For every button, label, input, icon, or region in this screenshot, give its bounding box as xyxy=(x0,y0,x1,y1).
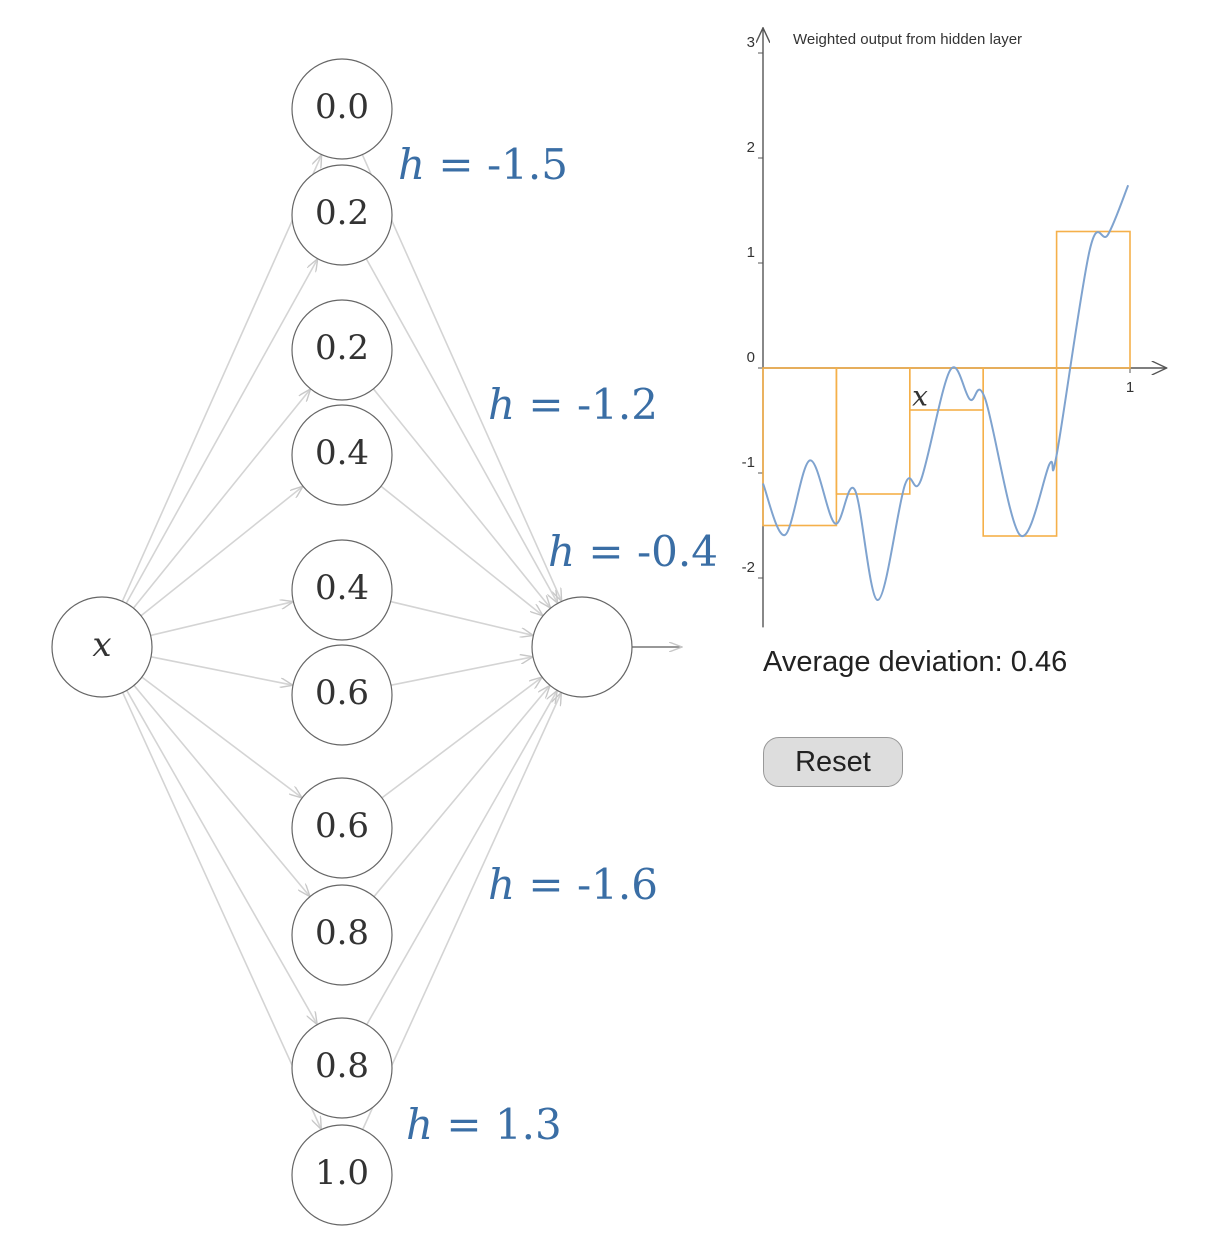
input-node xyxy=(51,596,153,698)
h-value: -1.5 xyxy=(487,140,568,189)
x-tick-label: 1 xyxy=(1126,379,1134,396)
hidden-label: 0.4 xyxy=(315,568,369,608)
h-symbol: h = xyxy=(398,140,474,189)
hidden-node xyxy=(291,644,393,746)
edge xyxy=(372,388,550,608)
edge xyxy=(140,486,303,617)
hidden-label: 0.4 xyxy=(315,433,369,473)
edge xyxy=(125,259,317,604)
hidden-label: 1.0 xyxy=(315,1153,369,1193)
hidden-node xyxy=(291,58,393,160)
h-value: -1.6 xyxy=(577,860,658,909)
h-label: h = -1.2 xyxy=(488,380,658,429)
hidden-label: 0.0 xyxy=(315,87,369,127)
hidden-node xyxy=(291,299,393,401)
hidden-node xyxy=(291,404,393,506)
edge xyxy=(133,684,310,896)
hidden-label: 0.6 xyxy=(315,673,369,713)
hidden-label: 0.8 xyxy=(315,1046,369,1086)
hidden-node xyxy=(291,164,393,266)
edge xyxy=(361,154,561,602)
hidden-node xyxy=(291,777,393,879)
hidden-label: 0.8 xyxy=(315,913,369,953)
edge xyxy=(373,685,550,898)
hidden-node xyxy=(291,539,393,641)
h-symbol: h = xyxy=(488,860,564,909)
hidden-node xyxy=(291,884,393,986)
edges xyxy=(121,154,562,1130)
edge xyxy=(132,389,310,609)
h-value: -1.2 xyxy=(577,380,658,429)
hidden-label: 0.2 xyxy=(315,328,369,368)
y-tick-label: 3 xyxy=(747,34,755,51)
hidden-node xyxy=(291,1017,393,1119)
x-axis-label: x xyxy=(912,380,928,413)
step xyxy=(835,367,911,495)
hidden-node xyxy=(291,1124,393,1226)
input-label: x xyxy=(92,625,111,665)
edge xyxy=(380,485,543,616)
h-symbol: h = xyxy=(406,1100,482,1149)
y-tick-label: -2 xyxy=(742,559,755,576)
h-symbol: h = xyxy=(488,380,564,429)
deviation-value: 0.46 xyxy=(1010,646,1068,678)
curve xyxy=(762,184,1130,602)
y-tick-label: 0 xyxy=(747,349,755,366)
edge xyxy=(381,677,542,799)
y-tick-label: 1 xyxy=(747,244,755,261)
y-tick-label: -1 xyxy=(742,454,755,471)
average-deviation: Average deviation: 0.46 xyxy=(763,646,1067,679)
edge xyxy=(361,693,562,1130)
h-label: h = -0.4 xyxy=(548,527,718,576)
h-value: -0.4 xyxy=(637,527,718,576)
output-node xyxy=(531,596,633,698)
h-label: h = -1.5 xyxy=(398,140,568,189)
y-tick-label: 2 xyxy=(747,139,755,156)
edge xyxy=(390,600,534,636)
edge xyxy=(150,656,293,685)
edge xyxy=(390,657,533,686)
chart-title: Weighted output from hidden layer xyxy=(793,31,1022,48)
deviation-label: Average deviation: xyxy=(763,646,1003,678)
step xyxy=(982,367,1058,537)
reset-button[interactable]: Reset xyxy=(763,737,903,787)
edge xyxy=(121,692,322,1130)
h-label: h = -1.6 xyxy=(488,860,658,909)
h-value: 1.3 xyxy=(495,1100,562,1149)
edge xyxy=(150,602,294,637)
edge xyxy=(365,258,557,604)
hidden-label: 0.6 xyxy=(315,806,369,846)
h-label: h = 1.3 xyxy=(406,1100,562,1149)
h-symbol: h = xyxy=(548,527,624,576)
edge xyxy=(141,676,302,798)
edge xyxy=(126,690,317,1024)
edge xyxy=(366,690,557,1025)
edge xyxy=(121,155,321,602)
hidden-label: 0.2 xyxy=(315,193,369,233)
step xyxy=(1055,230,1131,369)
